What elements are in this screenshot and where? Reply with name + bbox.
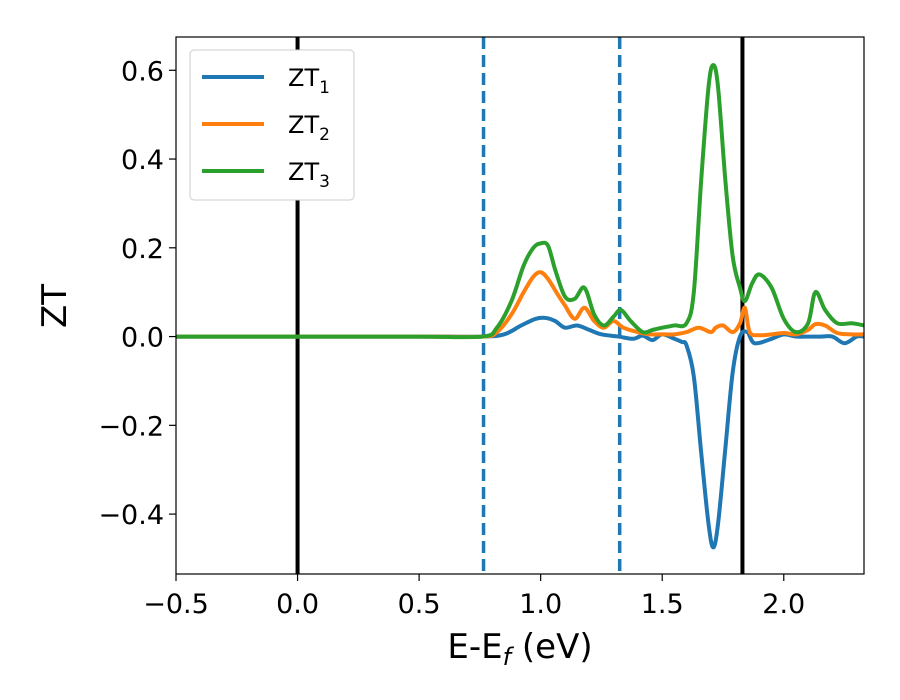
y-tick-label: 0.6	[121, 56, 164, 87]
legend-label-zt3: ZT3	[288, 158, 330, 192]
series-layer	[176, 37, 864, 574]
x-tick-label: 0.0	[276, 589, 319, 620]
x-axis-title-unit: (eV)	[511, 627, 593, 667]
y-tick-label: 0.4	[121, 145, 164, 176]
y-tick-label: 0.2	[121, 234, 164, 265]
plot-area-frame	[175, 36, 865, 575]
tick-layer: −0.5 0.0 0.5 1.0 1.5 2.0 −0.4 −0.2 0.0 0.2 0.4 0.6	[98, 56, 805, 620]
x-tick-label: −0.5	[143, 589, 209, 620]
legend: ZT1 ZT2 ZT3	[189, 49, 355, 201]
y-tick-label: 0.0	[121, 323, 164, 354]
y-tick-label: −0.4	[98, 500, 164, 531]
x-axis-title-main: E-E	[447, 627, 502, 667]
x-tick-label: 2.0	[762, 589, 805, 620]
y-tick-label: −0.2	[98, 411, 164, 442]
legend-label-zt2: ZT2	[288, 111, 330, 145]
x-tick-label: 1.5	[641, 589, 684, 620]
series-line-zt2	[176, 270, 864, 339]
x-tick-label: 0.5	[398, 589, 441, 620]
x-tick-label: 1.0	[519, 589, 562, 620]
legend-box	[189, 49, 355, 201]
series-line-zt1	[176, 315, 864, 550]
y-axis-title: ZT	[35, 284, 75, 328]
legend-label-zt1: ZT1	[288, 64, 330, 98]
series-line-zt3	[176, 62, 864, 340]
x-axis-title: E-Ef (eV)	[447, 627, 592, 671]
